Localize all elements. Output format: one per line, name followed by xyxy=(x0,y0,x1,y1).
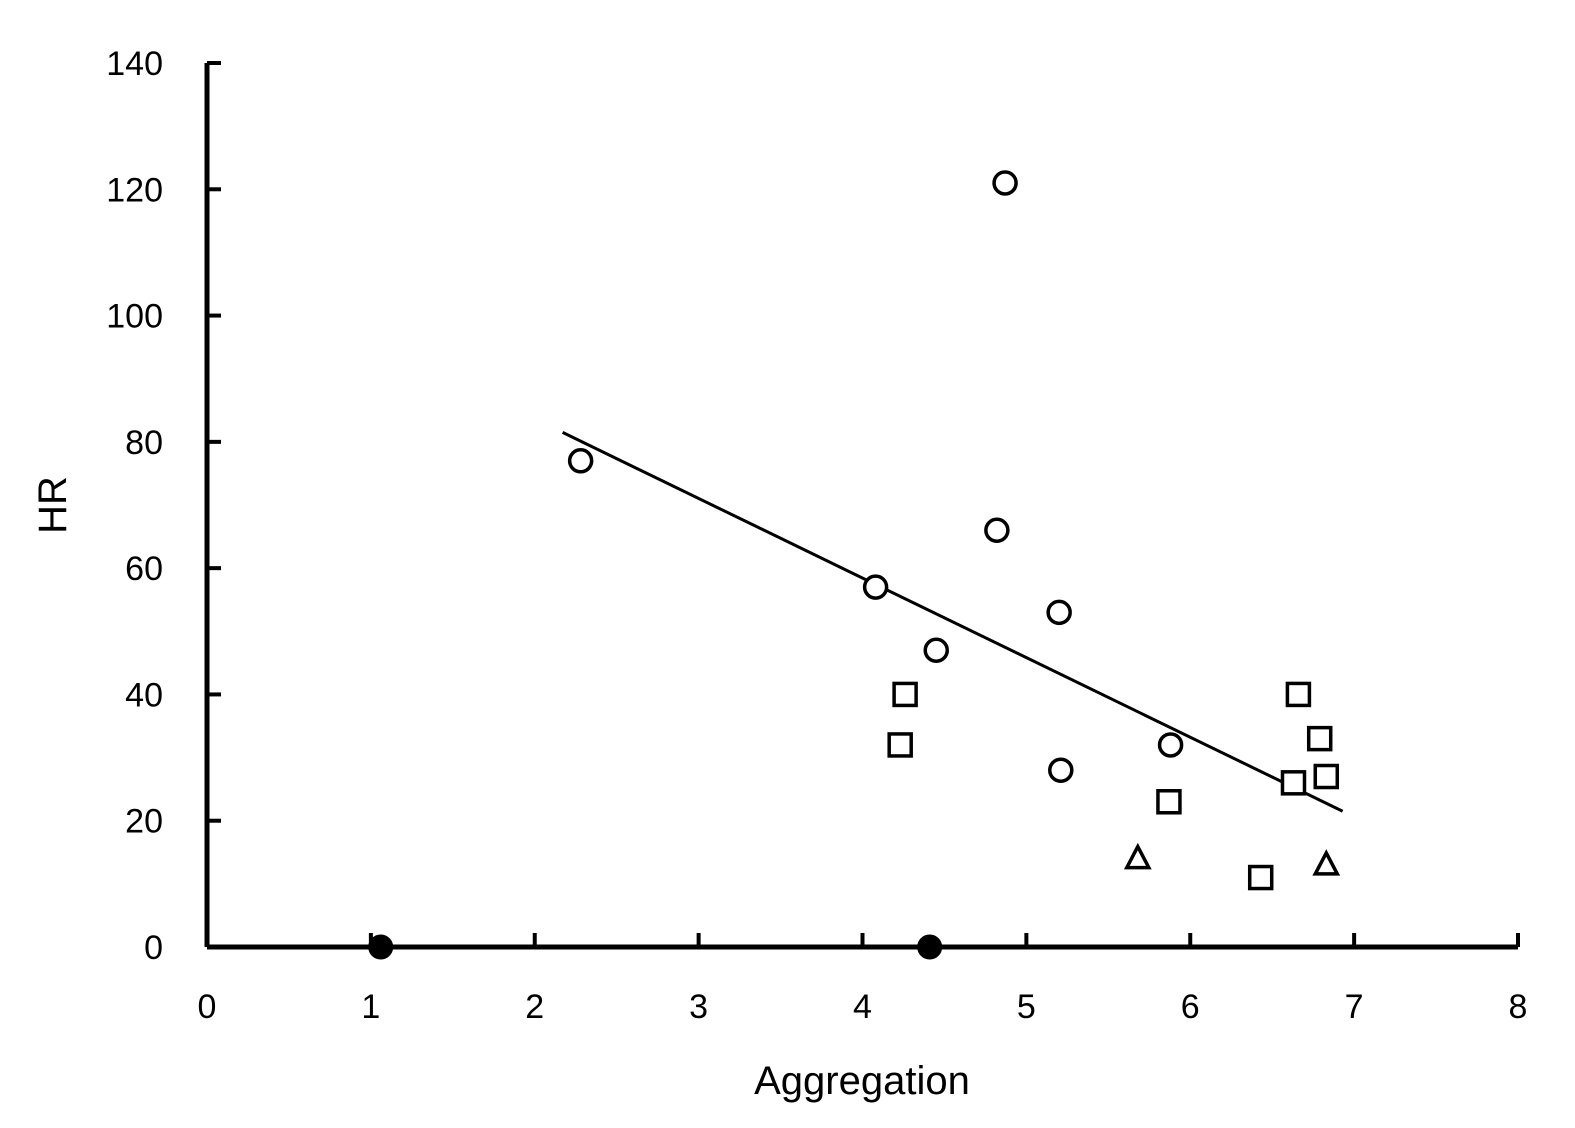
x-tick-label: 4 xyxy=(853,988,872,1026)
x-tick-label: 2 xyxy=(525,988,544,1026)
y-tick-label: 60 xyxy=(125,550,163,588)
circle-point xyxy=(1157,732,1184,758)
x-tick-label: 5 xyxy=(1017,988,1036,1026)
trendline-layer xyxy=(561,431,1344,813)
circle-point xyxy=(984,517,1010,544)
square-point xyxy=(892,681,918,708)
x-tick-label: 0 xyxy=(198,988,217,1026)
triangle-point xyxy=(1123,842,1152,870)
triangle-point xyxy=(1312,849,1341,876)
filled-circle-point xyxy=(917,934,943,960)
y-tick-label: 140 xyxy=(106,45,163,83)
filled-circle-point xyxy=(368,934,394,960)
x-tick-label: 3 xyxy=(689,988,708,1026)
x-axis-title: Aggregation xyxy=(754,1059,970,1103)
square-point xyxy=(887,732,913,758)
square-point xyxy=(1306,725,1333,752)
circle-point xyxy=(923,637,949,663)
y-tick-label: 20 xyxy=(125,803,163,841)
square-point xyxy=(1313,763,1340,790)
x-tick-label: 7 xyxy=(1345,988,1364,1026)
square-point xyxy=(1247,864,1274,891)
square-point xyxy=(1285,681,1312,708)
x-ticks: 0 1 2 3 4 5 6 7 8 xyxy=(198,933,1528,1026)
y-ticks: 0 20 40 60 80 100 120 140 xyxy=(106,45,221,967)
axes xyxy=(204,63,1518,950)
y-axis-title: HR xyxy=(31,476,75,534)
circle-point xyxy=(1048,757,1074,783)
circle-point xyxy=(862,574,889,600)
y-tick-label: 0 xyxy=(144,929,163,967)
circle-point xyxy=(992,170,1018,196)
square-point xyxy=(1280,770,1307,796)
circle-point xyxy=(1046,599,1072,626)
y-tick-label: 80 xyxy=(125,424,163,462)
x-tick-label: 6 xyxy=(1181,988,1200,1026)
y-tick-label: 40 xyxy=(125,676,163,714)
y-tick-label: 120 xyxy=(106,171,163,209)
x-tick-label: 1 xyxy=(361,988,380,1026)
x-tick-label: 8 xyxy=(1509,988,1528,1026)
trendline xyxy=(561,431,1344,813)
data-points xyxy=(368,170,1341,960)
square-point xyxy=(1156,789,1182,815)
y-tick-label: 100 xyxy=(106,298,163,336)
circle-point xyxy=(567,448,594,474)
